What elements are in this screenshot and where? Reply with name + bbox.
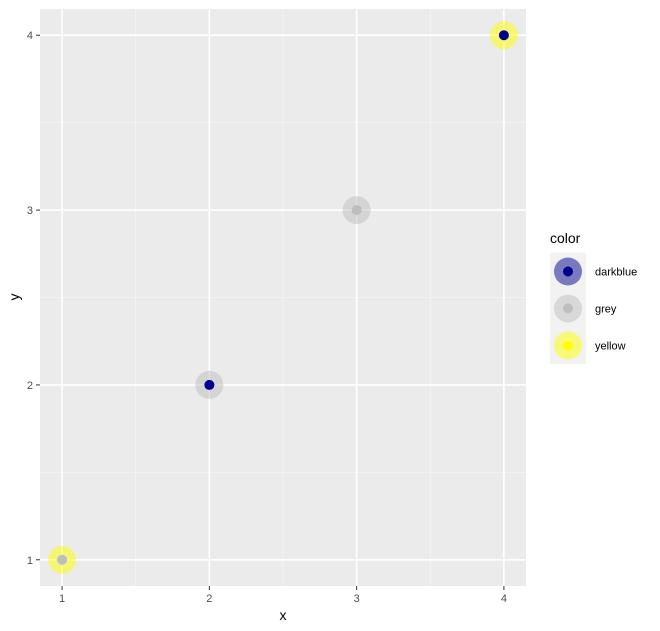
legend-label: darkblue — [595, 267, 637, 279]
y-tick-label: 1 — [27, 555, 33, 567]
y-tick-label: 2 — [27, 380, 33, 392]
x-axis-title: x — [280, 607, 287, 623]
legend-label: yellow — [595, 341, 626, 353]
y-tick-label: 4 — [27, 30, 33, 42]
x-tick-label: 4 — [501, 593, 507, 605]
x-tick-label: 3 — [354, 593, 360, 605]
point-dot — [498, 30, 509, 41]
point-dot — [57, 554, 68, 565]
x-tick-label: 2 — [206, 593, 212, 605]
major-gridlines — [40, 9, 526, 586]
point-dot — [351, 205, 362, 216]
x-tick-label: 1 — [59, 593, 65, 605]
legend-label: grey — [595, 304, 617, 316]
minor-gridlines — [40, 9, 526, 586]
legend-title: color — [550, 230, 581, 246]
axis-ticks: 1 2 3 4 1 2 3 4 — [27, 30, 507, 605]
y-tick-label: 3 — [27, 205, 33, 217]
legend-key-dot — [563, 266, 573, 277]
legend-key-dot — [563, 340, 573, 351]
legend-key-dot — [563, 303, 573, 314]
y-axis-title: y — [6, 294, 22, 301]
legend: color darkblue grey yellow — [550, 230, 637, 364]
data-points — [48, 21, 518, 574]
point-dot — [204, 379, 215, 390]
